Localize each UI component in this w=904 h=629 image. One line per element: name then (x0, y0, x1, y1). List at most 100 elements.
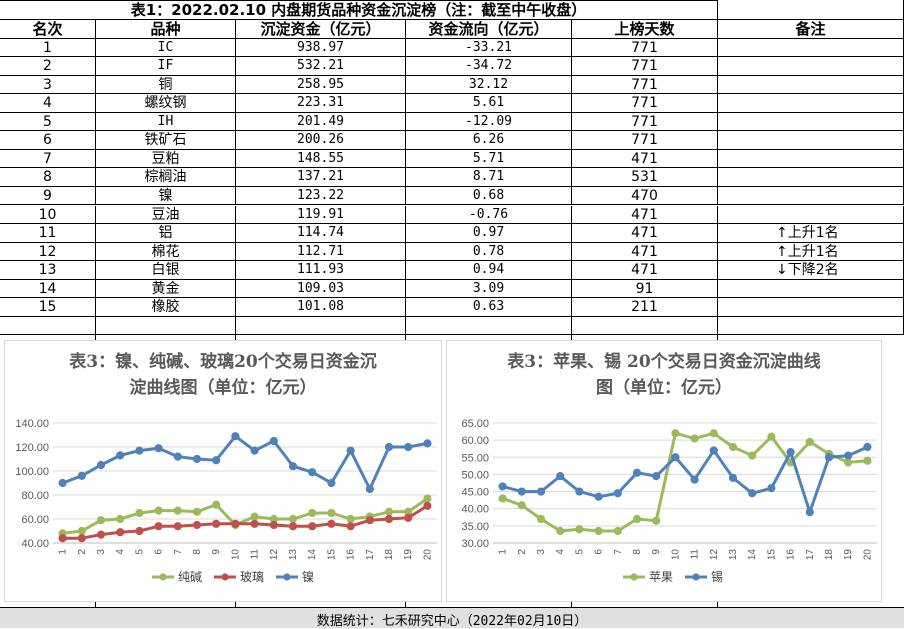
cell-note (718, 279, 904, 299)
data-point (594, 492, 603, 501)
legend-swatch-marker (692, 573, 700, 581)
data-point (135, 446, 144, 455)
cell-name: 铁矿石 (96, 131, 236, 150)
chart2-plot: 30.00 35.00 40.00 45.00 50.00 55.00 60.00 65.00… (461, 418, 877, 584)
cell-days: 771 (572, 131, 718, 150)
x-tick-label: 16 (786, 549, 797, 561)
data-point (671, 429, 680, 438)
data-point (671, 453, 680, 462)
data-point (212, 500, 221, 509)
series-line-镍 (62, 434, 428, 491)
data-point (423, 501, 432, 510)
header-name: 品种 (96, 20, 236, 39)
cell-fund: 201.49 (236, 112, 406, 132)
x-tick-label: 20 (422, 549, 433, 561)
cell-rank: 1 (0, 38, 96, 58)
data-point (346, 446, 355, 455)
empty-cell (96, 316, 236, 336)
y-tick-label: 40.00 (21, 538, 49, 550)
data-point (863, 442, 872, 452)
x-tick-label: 3 (536, 549, 547, 555)
cell-flow: -34.72 (406, 57, 572, 76)
data-point (77, 471, 86, 480)
cell-days: 771 (572, 75, 718, 95)
x-tick-label: 11 (250, 549, 261, 560)
cell-flow: 5.71 (406, 149, 572, 169)
legend-swatch-marker (283, 573, 291, 581)
chart1-title-line1: 表3：镍、纯碱、玻璃20个交易日资金沉 (69, 352, 377, 372)
y-tick-label: 40.00 (461, 504, 489, 516)
data-point (709, 446, 718, 455)
cell-rank: 9 (0, 186, 96, 206)
data-point (498, 482, 507, 491)
legend-label: 镍 (302, 570, 314, 584)
cell-rank: 2 (0, 57, 96, 76)
cell-days: 771 (572, 112, 718, 132)
x-tick-label: 6 (594, 549, 605, 555)
data-point (154, 444, 163, 453)
table-title-blank (718, 0, 904, 20)
cell-note (718, 38, 904, 58)
data-point (575, 487, 584, 496)
data-point (96, 530, 106, 539)
y-tick-label: 100.00 (15, 466, 49, 478)
x-tick-label: 8 (632, 549, 643, 555)
cell-days: 771 (572, 94, 718, 113)
cell-flow: 3.09 (406, 279, 572, 299)
data-point (767, 432, 776, 441)
x-tick-label: 14 (747, 549, 758, 561)
cell-name: 镍 (96, 186, 236, 206)
data-point (288, 514, 298, 524)
data-point (863, 456, 872, 465)
cell-rank: 7 (0, 149, 96, 169)
cell-flow: 0.63 (406, 298, 572, 317)
data-point (192, 520, 202, 530)
data-point (805, 508, 814, 517)
cell-fund: 200.26 (236, 131, 406, 150)
cell-days: 91 (572, 279, 718, 299)
data-point (786, 448, 795, 457)
x-tick-label: 18 (824, 549, 835, 561)
chart2-title-line1: 表3：苹果、锡 20个交易日资金沉淀曲线 (507, 352, 821, 372)
cell-flow: -0.76 (406, 205, 572, 225)
cell-name: IH (96, 112, 236, 132)
y-tick-label: 65.00 (461, 418, 489, 430)
x-tick-label: 11 (690, 549, 701, 560)
cell-note (718, 298, 904, 317)
legend-swatch-marker (159, 573, 167, 581)
x-tick-label: 4 (115, 549, 126, 555)
data-point (77, 534, 86, 543)
empty-cell (572, 316, 718, 336)
x-tick-label: 14 (307, 549, 318, 561)
x-tick-label: 5 (574, 549, 585, 555)
cell-fund: 109.03 (236, 279, 406, 299)
data-point (384, 514, 394, 524)
cell-note (718, 168, 904, 187)
cell-flow: 0.94 (406, 261, 572, 280)
data-point (308, 522, 317, 531)
x-tick-label: 5 (134, 549, 145, 555)
x-tick-label: 8 (192, 549, 203, 555)
cell-flow: 0.78 (406, 242, 572, 262)
x-tick-label: 13 (728, 549, 739, 561)
y-tick-label: 55.00 (461, 452, 489, 464)
header-days: 上榜天数 (572, 20, 718, 39)
cell-name: 橡胶 (96, 298, 236, 317)
y-tick-label: 60.00 (21, 514, 49, 526)
x-tick-label: 15 (326, 549, 337, 561)
cell-rank: 3 (0, 75, 96, 95)
cell-days: 211 (572, 298, 718, 317)
data-point (192, 454, 202, 464)
data-point (517, 487, 526, 496)
data-point (423, 439, 432, 448)
data-point (536, 514, 546, 524)
data-point (173, 522, 182, 531)
cell-fund: 119.91 (236, 205, 406, 225)
data-point (154, 506, 163, 515)
cell-rank: 5 (0, 112, 96, 132)
empty-cell (718, 316, 904, 336)
header-fund: 沉淀资金（亿元） (236, 20, 406, 39)
data-point (844, 451, 853, 460)
